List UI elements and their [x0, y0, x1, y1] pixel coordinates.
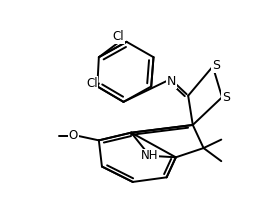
Text: S: S — [212, 59, 220, 72]
Text: Cl: Cl — [86, 77, 98, 90]
Text: Cl: Cl — [112, 30, 124, 43]
Text: O: O — [69, 129, 78, 142]
Text: N: N — [166, 75, 176, 88]
Text: NH: NH — [141, 149, 158, 162]
Text: S: S — [222, 91, 230, 104]
